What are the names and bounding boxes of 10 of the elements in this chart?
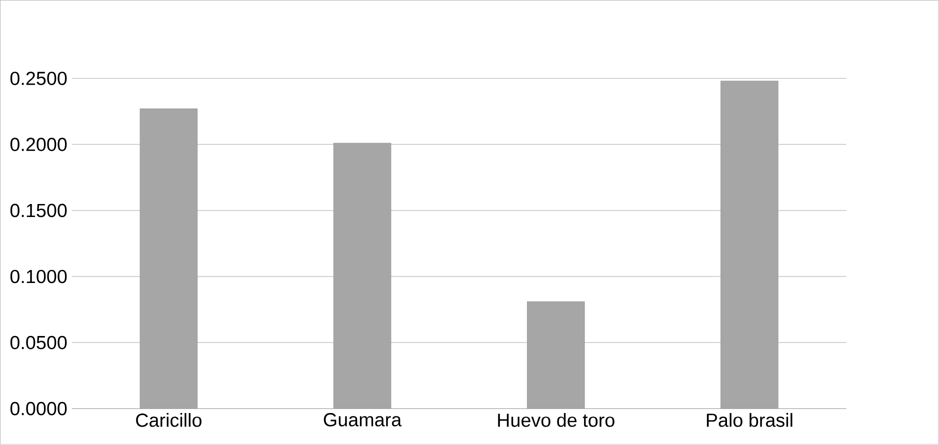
y-tick-label: 0.2500 <box>10 72 67 86</box>
y-tick-label: 0.1000 <box>10 270 67 284</box>
y-tick-label: 0.2000 <box>10 138 67 152</box>
y-tick-label: 0.0500 <box>10 336 67 350</box>
x-tick-label: Palo brasil <box>706 413 792 428</box>
x-tick-label: Guamara <box>324 413 402 427</box>
x-tick-label: Caricillo <box>136 413 202 428</box>
x-tick-label: Huevo de toro <box>498 413 614 428</box>
y-tick-label: 0.0000 <box>10 402 67 416</box>
y-tick-label: 0.1500 <box>10 204 67 218</box>
